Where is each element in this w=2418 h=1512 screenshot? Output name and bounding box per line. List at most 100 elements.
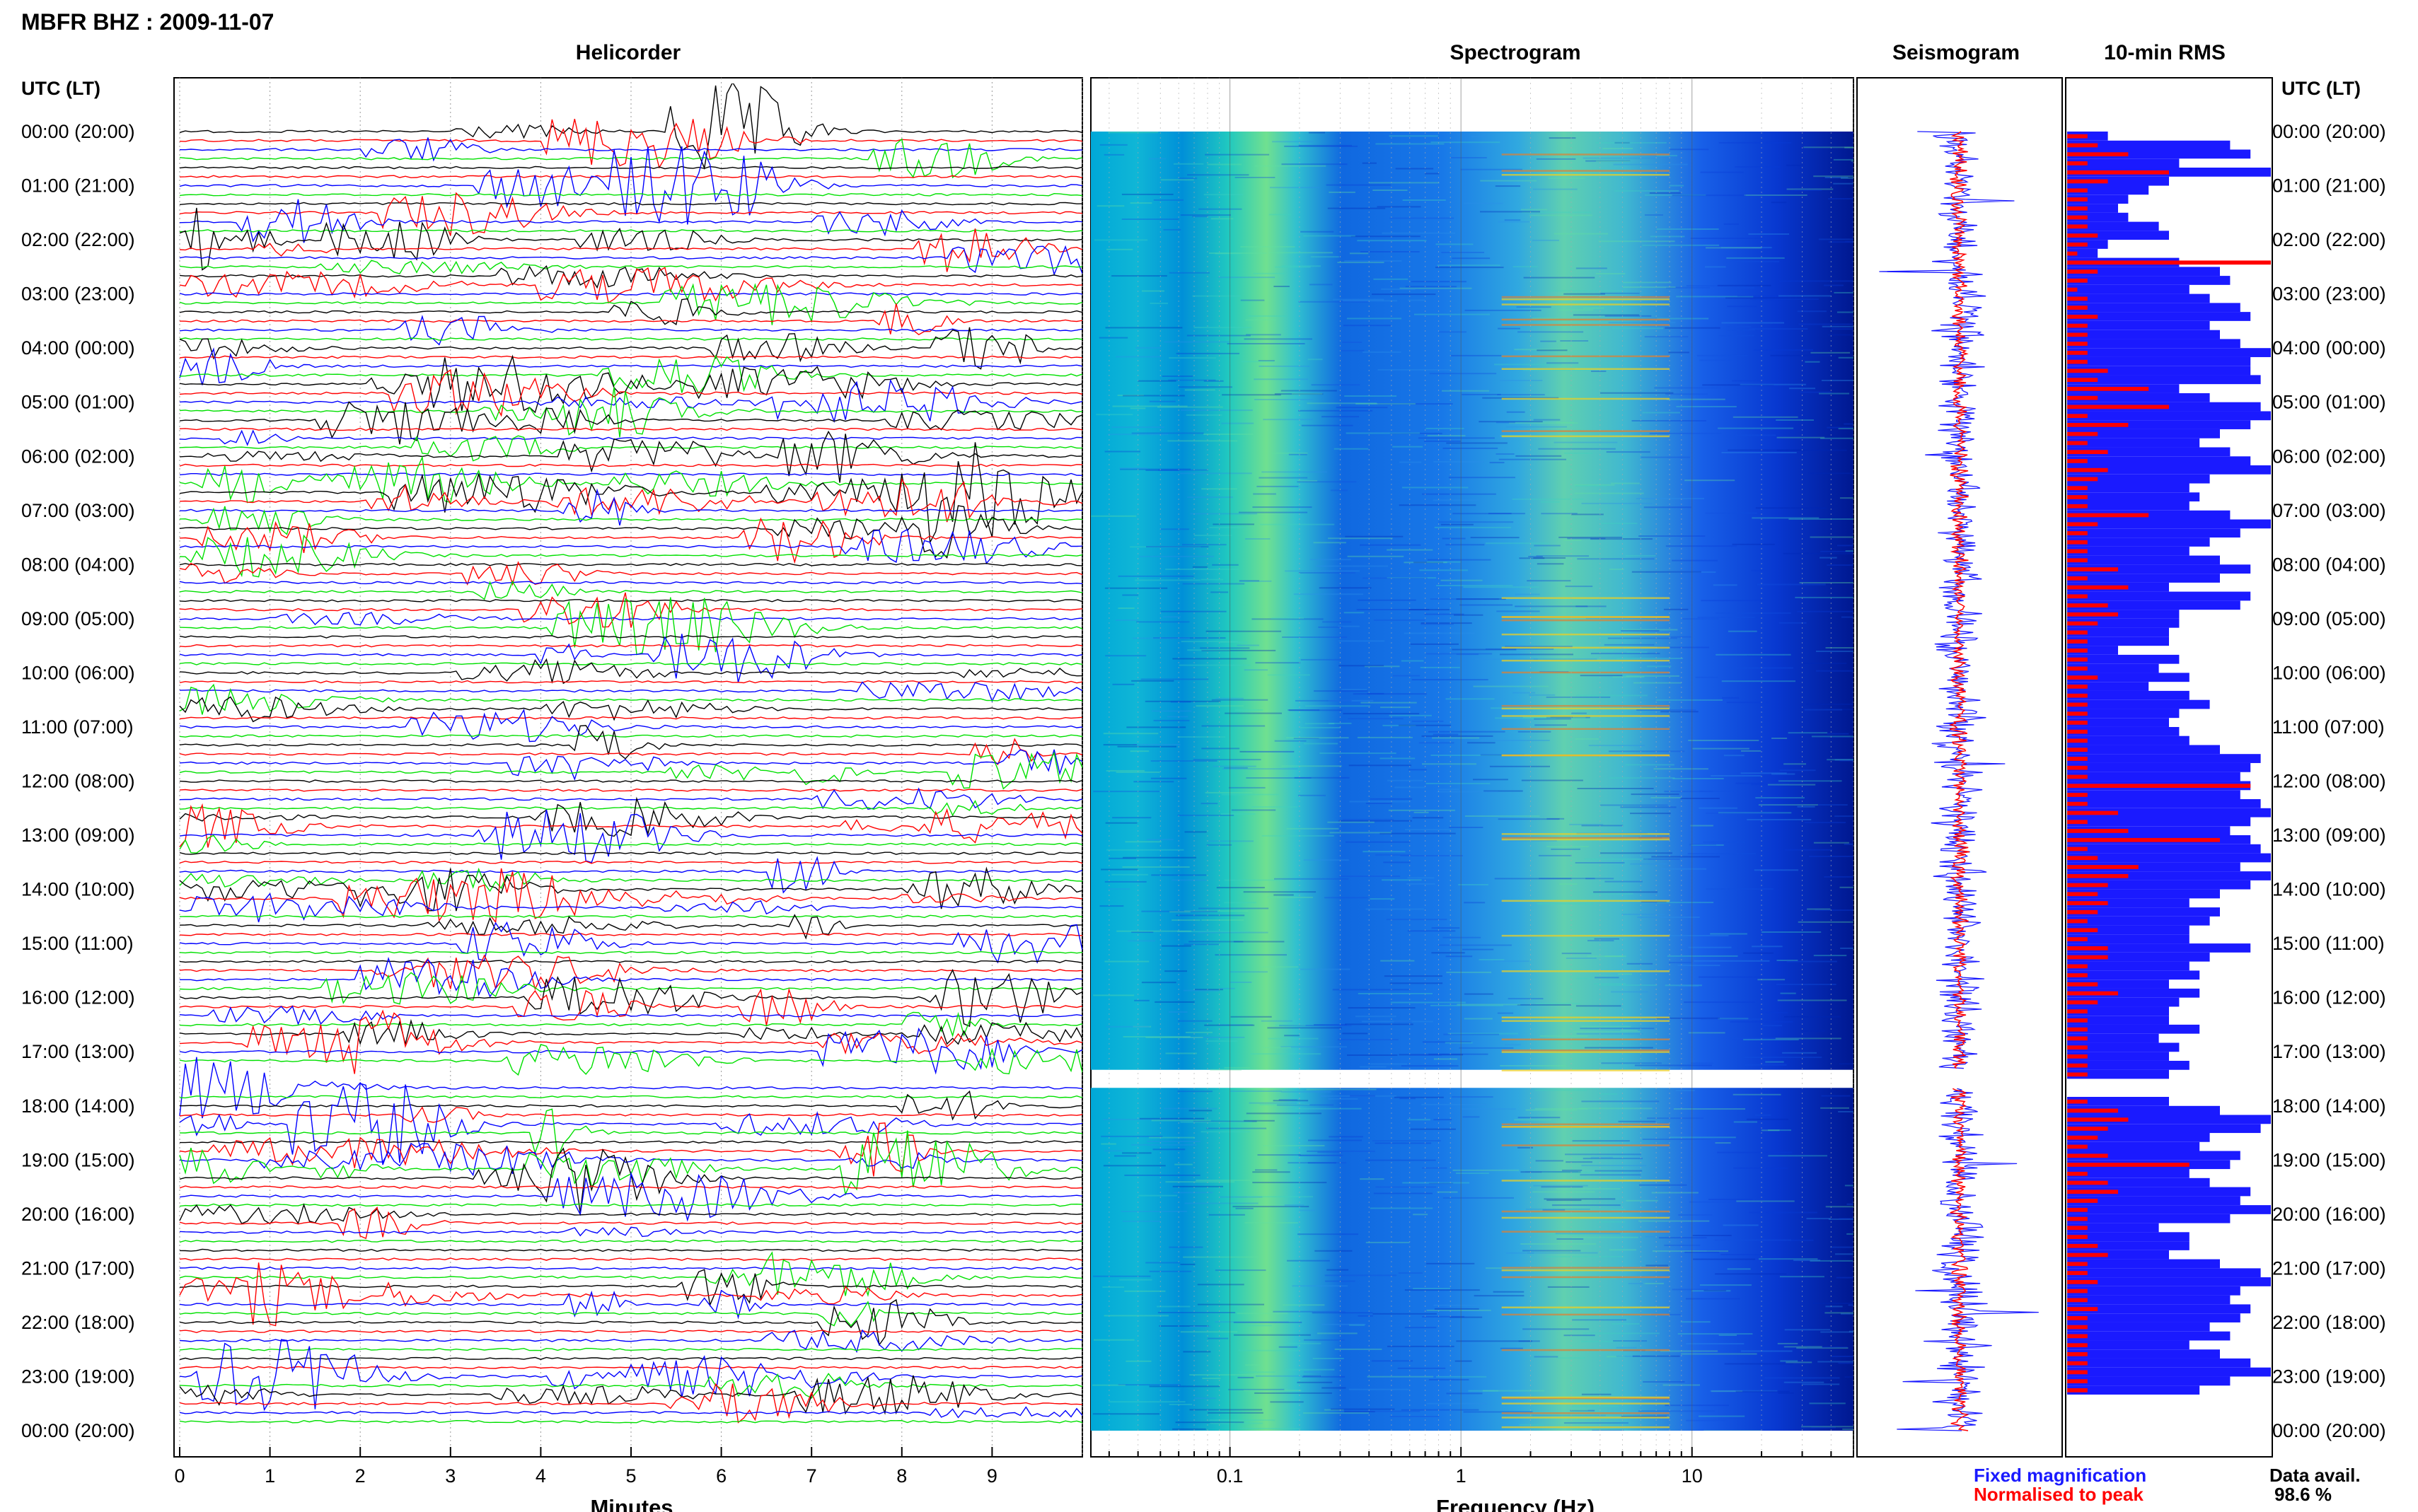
spectrogram-texture: [1798, 323, 1853, 325]
hour-labels-right: 00:00 (20:00)01:00 (21:00)02:00 (22:00)0…: [2272, 121, 2386, 1441]
spectrogram-texture: [1212, 564, 1239, 566]
spectrogram-texture: [1527, 580, 1571, 582]
spectrogram-texture: [1726, 257, 1785, 259]
spectrogram-texture: [1735, 782, 1766, 784]
spectrogram-texture: [1421, 735, 1493, 737]
spectrogram-texture: [1406, 883, 1435, 885]
spectrogram-texture: [1625, 764, 1674, 766]
spectrogram-texture: [1498, 327, 1520, 330]
rms-title: 10-min RMS: [2104, 41, 2226, 64]
spectrogram-texture: [1330, 489, 1348, 492]
spectrogram-energy-streak: [1501, 435, 1670, 438]
spectrogram-texture: [1253, 493, 1276, 495]
spectrogram-texture: [1293, 593, 1364, 595]
spectrogram-texture: [1618, 973, 1633, 975]
helicorder-trace: [179, 488, 1082, 526]
spectrogram-texture: [1556, 1277, 1616, 1279]
spectrogram-texture: [1819, 392, 1850, 395]
spectrogram-texture: [1192, 295, 1241, 297]
seismogram-traces: [1879, 131, 2039, 1431]
spectrogram-texture: [1744, 194, 1807, 196]
helicorder-trace: [179, 1375, 1082, 1415]
spectrogram-texture: [1434, 526, 1511, 528]
spectrogram-texture: [1537, 349, 1568, 351]
rms-bar-normalised: [2067, 856, 2098, 861]
spectrogram-texture: [1303, 859, 1349, 861]
helicorder-trace: [179, 1203, 1082, 1207]
spectrogram-texture: [1430, 755, 1503, 756]
spectrogram-texture: [1705, 266, 1726, 268]
spectrogram-texture: [1672, 778, 1724, 779]
hour-label-right: 22:00 (18:00): [2272, 1312, 2386, 1333]
spectrogram-texture: [1309, 284, 1333, 286]
spectrogram-texture: [1273, 1310, 1346, 1313]
spectrogram-texture: [1261, 471, 1327, 473]
spectrogram-texture: [1581, 1100, 1660, 1103]
spectrogram-texture: [1655, 1017, 1720, 1019]
spectrogram-texture: [1462, 1116, 1480, 1118]
spectrogram-texture: [1445, 1042, 1473, 1044]
spectrogram-texture: [1621, 1415, 1667, 1417]
spectrogram-texture: [1595, 141, 1667, 144]
helicorder-trace: [179, 635, 1082, 639]
spectrogram-texture: [1665, 327, 1720, 329]
helicorder-trace: [179, 1406, 1082, 1419]
spectrogram-texture: [1834, 759, 1853, 761]
helicorder-trace: [179, 892, 1082, 923]
spectrogram-texture: [1244, 338, 1312, 340]
spectrogram-texture: [1153, 637, 1226, 639]
spectrogram-texture: [1736, 1200, 1795, 1202]
spectrogram-energy-streak: [1501, 633, 1670, 636]
spectrogram-texture: [1539, 878, 1595, 880]
spectrogram-texture: [1541, 501, 1560, 503]
spectrogram-texture: [1384, 975, 1442, 977]
spectrogram-texture: [1534, 1089, 1587, 1091]
helicorder-trace: [179, 803, 1082, 848]
spectrogram-texture: [1452, 649, 1517, 651]
hour-label-right: 08:00 (04:00): [2272, 554, 2386, 575]
spectrogram-texture: [1688, 946, 1732, 948]
spectrogram-energy-streak: [1501, 1276, 1670, 1279]
spectrogram-texture: [1104, 1315, 1169, 1317]
rms-bar-fixed: [2067, 1268, 2261, 1278]
helicorder-trace: [179, 788, 1082, 792]
spectrogram-texture: [1517, 1004, 1571, 1006]
spectrogram-texture: [1141, 982, 1176, 984]
spectrogram-texture: [1178, 1020, 1213, 1022]
spectrogram-texture: [1322, 621, 1352, 623]
spectrogram-texture: [1405, 829, 1451, 831]
spectrogram-energy-streak: [1501, 1051, 1670, 1053]
rms-bar-normalised: [2067, 837, 2220, 842]
spectrogram-texture: [1842, 1429, 1853, 1430]
hour-label-left: 03:00 (23:00): [21, 284, 135, 305]
spectrogram-texture: [1205, 1040, 1238, 1042]
spectrogram-texture: [1284, 1204, 1305, 1206]
spectrogram-texture: [1844, 1185, 1853, 1187]
spectrogram-texture: [1572, 1405, 1619, 1407]
spectrogram-texture: [1544, 1198, 1616, 1200]
spectrogram-energy-streak: [1501, 900, 1670, 902]
spectrogram-texture: [1512, 692, 1536, 694]
spectrogram-texture: [1789, 388, 1815, 390]
spectrogram-texture: [1145, 470, 1180, 471]
spectrogram-texture: [1765, 1061, 1784, 1063]
spectrogram-texture: [1421, 1103, 1487, 1105]
spectrogram-texture: [1670, 636, 1691, 638]
rms-bar-fixed: [2067, 889, 2220, 899]
spectrogram-texture: [1840, 947, 1853, 949]
spectrogram-texture: [1761, 931, 1822, 933]
spectrogram-texture: [1717, 284, 1771, 286]
spectrogram-texture: [1164, 1107, 1217, 1110]
spectrogram-texture: [1407, 1119, 1430, 1121]
spectrogram-texture: [1394, 1020, 1412, 1023]
hour-label-right: 20:00 (16:00): [2272, 1204, 2386, 1225]
spectrogram-texture: [1420, 666, 1460, 668]
spectrogram-texture: [1721, 680, 1795, 682]
spectrogram-texture: [1556, 1238, 1584, 1240]
helicorder-trace: [179, 1009, 1082, 1074]
spectrogram-texture: [1529, 694, 1556, 696]
spectrogram-texture: [1102, 1286, 1125, 1288]
spectrogram-texture: [1104, 880, 1147, 883]
spectrogram-texture: [1431, 952, 1465, 954]
spectrogram-texture: [1370, 1207, 1433, 1209]
